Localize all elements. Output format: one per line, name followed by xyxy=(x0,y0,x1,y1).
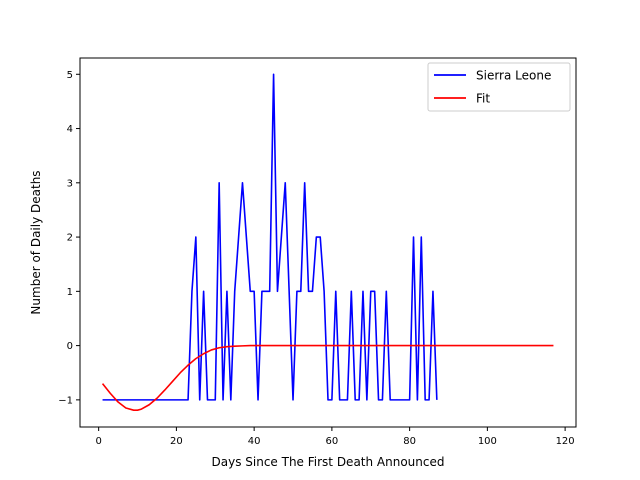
x-tick-label: 100 xyxy=(478,436,497,447)
x-tick-label: 80 xyxy=(403,436,416,447)
y-axis: −1 0 1 2 3 4 5 xyxy=(58,70,80,406)
y-tick-label: 5 xyxy=(67,70,73,81)
legend: Sierra Leone Fit xyxy=(427,62,571,112)
y-tick-label: 1 xyxy=(67,287,73,298)
axes-frame xyxy=(79,57,577,428)
y-tick-label: 3 xyxy=(67,178,73,189)
y-tick-label: −1 xyxy=(58,395,73,406)
series-line-fit xyxy=(101,344,554,411)
x-tick-label: 60 xyxy=(326,436,339,447)
y-axis-title: Number of Daily Deaths xyxy=(29,170,43,314)
x-tick-label: 40 xyxy=(248,436,261,447)
legend-label-fit: Fit xyxy=(476,92,490,106)
x-axis-title: Days Since The First Death Announced xyxy=(212,455,445,469)
x-tick-label: 120 xyxy=(556,436,575,447)
legend-label-sierra-leone: Sierra Leone xyxy=(476,69,551,83)
x-tick-label: 0 xyxy=(95,436,101,447)
series-line-sierra-leone xyxy=(102,73,438,401)
y-tick-label: 4 xyxy=(67,124,73,135)
y-tick-label: 0 xyxy=(67,341,73,352)
x-tick-label: 20 xyxy=(170,436,183,447)
x-axis: 0 20 40 60 80 100 120 xyxy=(95,427,575,447)
series-layer xyxy=(101,73,554,411)
y-tick-label: 2 xyxy=(67,233,73,244)
